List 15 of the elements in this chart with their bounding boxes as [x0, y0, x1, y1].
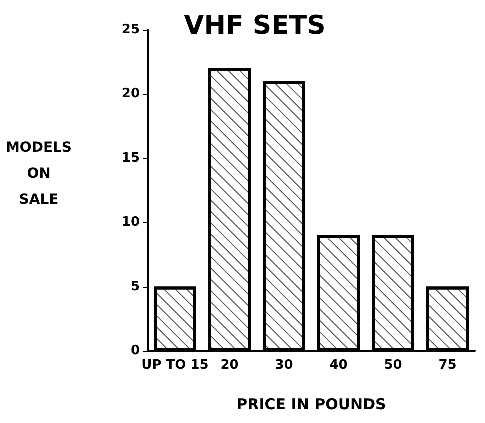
y-tick-label: 20 [122, 86, 140, 102]
x-tick-label: 20 [220, 358, 239, 373]
x-tick-label: UP TO 15 [142, 358, 209, 373]
x-tick-label: 30 [275, 358, 294, 373]
y-tick-label: 10 [122, 215, 140, 230]
x-tick-label: 50 [384, 358, 402, 373]
x-tick-label: 40 [330, 358, 348, 373]
x-tick-label: 75 [438, 358, 457, 373]
y-tick-label: 25 [122, 22, 140, 38]
x-axis-title: PRICE IN POUNDS [236, 396, 386, 414]
y-tick-label: 15 [122, 150, 140, 166]
y-tick-label: 5 [130, 279, 140, 294]
y-tick-label: 0 [130, 344, 140, 358]
chart-title: VHF SETS [184, 11, 326, 41]
y-axis-title: MODELS ON SALE [6, 140, 72, 208]
